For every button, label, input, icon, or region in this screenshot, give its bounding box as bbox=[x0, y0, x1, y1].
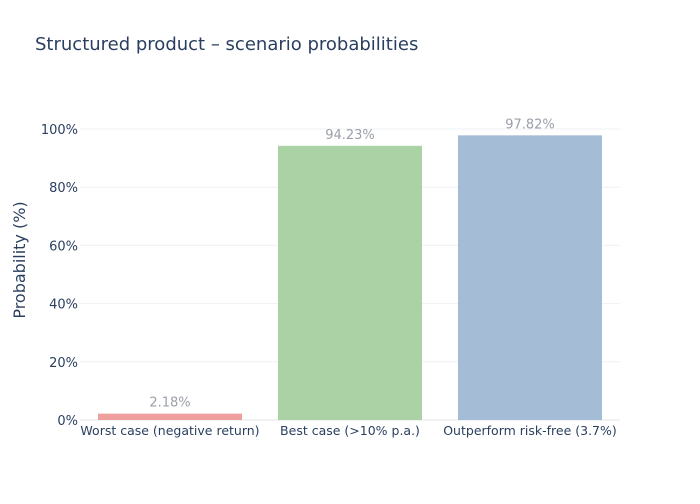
chart-title: Structured product – scenario probabilit… bbox=[35, 34, 418, 55]
data-label: 2.18% bbox=[149, 396, 190, 411]
bars: 2.18% 94.23% 97.82% bbox=[98, 117, 602, 420]
y-tick-label: 60% bbox=[49, 239, 78, 254]
y-tick-label: 100% bbox=[41, 123, 78, 138]
data-label: 97.82% bbox=[505, 117, 555, 132]
x-tick-label: Outperform risk-free (3.7%) bbox=[443, 423, 617, 438]
bar bbox=[458, 135, 602, 420]
y-axis-label: Probability (%) bbox=[10, 201, 29, 318]
bar bbox=[98, 413, 242, 420]
bar bbox=[278, 145, 422, 420]
x-tick-label: Worst case (negative return) bbox=[80, 423, 259, 438]
axes: 0% 20% 40% 60% 80% 100% Worst case (negative r… bbox=[41, 123, 617, 438]
y-tick-label: 80% bbox=[49, 181, 78, 196]
y-tick-label: 40% bbox=[49, 298, 78, 313]
x-tick-label: Best case (>10% p.a.) bbox=[280, 423, 420, 438]
data-label: 94.23% bbox=[325, 128, 375, 143]
y-tick-label: 0% bbox=[57, 414, 78, 429]
y-tick-label: 20% bbox=[49, 356, 78, 371]
